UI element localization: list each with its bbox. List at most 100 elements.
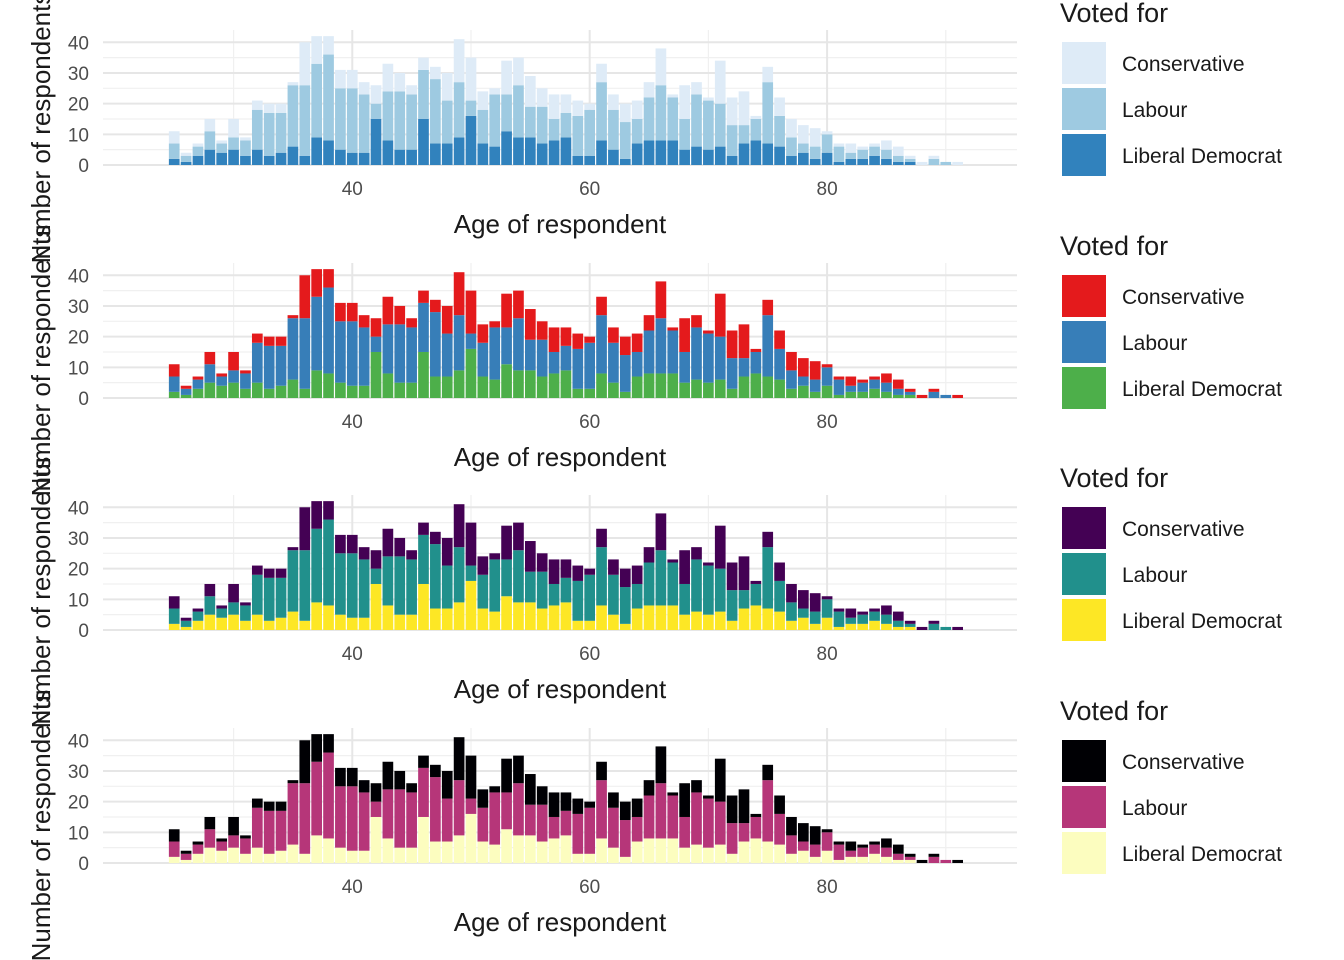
bar-segment [430,608,441,630]
bar-segment [928,856,940,863]
bar-segment [453,504,465,548]
bar-segment [845,143,857,153]
bar-segment [619,568,631,588]
bar-segment [679,318,690,352]
bar-segment [703,795,714,799]
bar-segment [311,269,323,297]
bar-segment [501,525,512,560]
bar-segment [548,351,560,374]
bar-segment [394,847,406,863]
bar-segment [548,838,560,863]
bar-segment [536,608,548,630]
bar-segment [394,382,406,398]
bar-segment [619,391,631,398]
bar-segment [430,777,441,842]
bar-segment [335,767,346,787]
bar-segment [513,522,524,551]
bar-segment [382,296,394,325]
bar-segment [489,94,501,147]
bar-segment [560,370,572,398]
bar-segment [596,82,607,141]
bar-segment [323,752,334,839]
bar-segment [881,605,892,615]
bar-segment [513,783,524,836]
bar-segment [679,783,690,817]
bar-segment [536,88,548,107]
bar-segment [418,534,429,584]
bar-segment [809,593,821,612]
bar-segment [168,829,180,842]
bar-segment [560,792,572,811]
bar-segment [180,161,192,165]
bar-segment [204,149,216,165]
bar-segment [453,370,465,398]
bar-segment [892,611,904,621]
bar-segment [168,623,180,630]
bar-segment [275,617,287,630]
bar-segment [631,565,643,584]
bar-segment [809,844,821,857]
bar-segment [477,324,489,343]
bar-segment [287,783,299,845]
bar-segment [370,85,382,104]
bar-segment [631,351,643,377]
legend-swatch [1062,599,1106,641]
bar-segment [489,786,501,793]
bar-segment [370,801,382,817]
bar-segment [738,143,750,165]
bar-segment [477,807,489,842]
bar-segment [465,100,477,116]
bar-segment [358,559,370,618]
legend-swatch [1062,786,1106,828]
bar-segment [406,550,417,560]
bar-segment [311,761,323,836]
bar-segment [619,122,631,159]
bar-segment [857,614,869,624]
bar-segment [774,580,785,612]
bar-segment [382,140,394,165]
y-tick-label: 40 [68,266,89,287]
bar-segment [596,547,607,606]
bar-segment [216,385,228,398]
bar-segment [489,321,501,328]
bar-segment [845,152,857,159]
bar-segment [845,391,857,398]
bar-segment [358,327,370,386]
y-tick-label: 20 [68,793,89,814]
bar-segment [192,620,204,630]
y-tick-label: 0 [78,389,89,410]
bar-segment [928,623,940,630]
bar-segment [714,379,726,398]
bar-segment [370,103,382,119]
bar-segment [762,841,774,863]
bar-segment [418,302,429,352]
bar-segment [346,69,358,89]
bar-segment [228,602,239,615]
y-tick-label: 0 [78,621,89,642]
bar-segment [418,767,429,817]
bar-segment [691,780,702,793]
bar-segment [691,611,702,630]
bar-segment [501,327,512,365]
bar-segment [192,376,204,380]
bar-segment [726,388,738,398]
bar-segment [287,82,299,86]
bar-segment [833,859,845,863]
bar-segment [667,562,679,606]
bar-segment [881,382,892,392]
bar-segment [904,626,916,630]
bar-segment [418,351,429,398]
bar-segment [738,608,750,630]
bar-segment [667,795,679,839]
bar-segment [797,617,809,630]
bar-segment [216,376,228,386]
bar-segment [667,373,679,398]
bar-segment [750,838,762,863]
bar-segment [667,327,679,331]
bar-segment [323,287,334,374]
bar-segment [323,373,334,398]
bar-segment [679,583,690,615]
bar-segment [738,324,750,359]
bar-segment [797,841,809,851]
bar-segment [168,131,180,144]
